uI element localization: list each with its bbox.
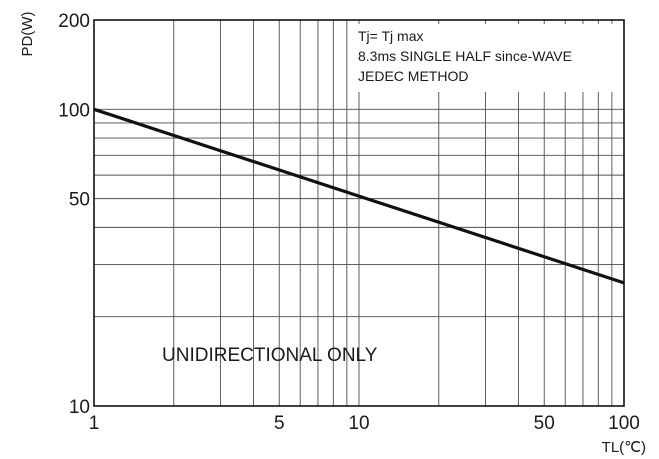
x-axis-title: TL(℃) xyxy=(602,439,646,456)
x-tick-labels: 1 5 10 50 100 xyxy=(89,413,640,434)
annotation-line-2: 8.3ms SINGLE HALF since-WAVE xyxy=(358,48,572,64)
x-tick-label: 5 xyxy=(274,413,285,434)
x-tick-label: 1 xyxy=(89,413,100,434)
plot-frame xyxy=(93,19,625,407)
x-tick-label: 50 xyxy=(534,413,555,434)
annotation-line-3: JEDEC METHOD xyxy=(358,68,468,84)
series-line xyxy=(93,107,625,285)
unidirectional-note: UNIDIRECTIONAL ONLY xyxy=(162,345,378,366)
series-layer xyxy=(93,107,625,285)
y-axis-title: PD(W) xyxy=(19,12,36,57)
annotation-box xyxy=(350,24,618,92)
x-tick-label: 100 xyxy=(608,413,640,434)
y-tick-label: 10 xyxy=(69,397,90,418)
y-tick-label: 100 xyxy=(58,100,90,121)
annotation-line-1: Tj= Tj max xyxy=(358,28,423,44)
y-tick-label: 200 xyxy=(58,11,90,32)
x-tick-label: 10 xyxy=(348,413,369,434)
y-tick-label: 50 xyxy=(69,190,90,211)
y-tick-labels: 10 50 100 200 xyxy=(58,11,90,418)
